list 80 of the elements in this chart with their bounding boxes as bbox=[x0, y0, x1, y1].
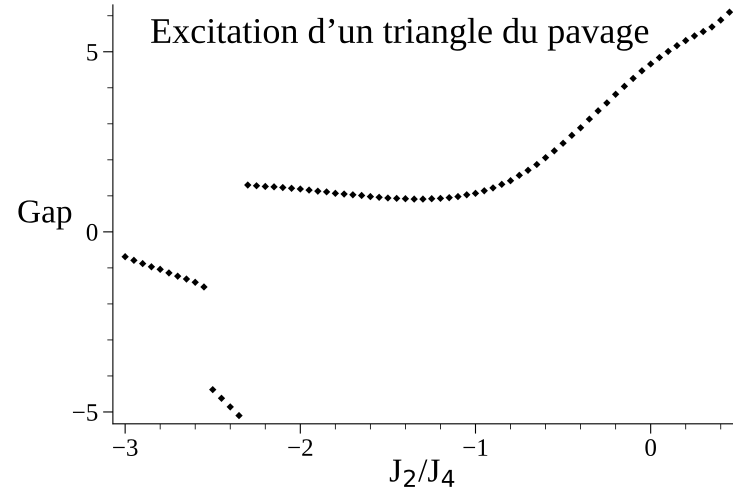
point bbox=[410, 195, 418, 203]
point bbox=[314, 187, 322, 195]
point bbox=[603, 99, 611, 107]
point bbox=[332, 190, 340, 197]
point bbox=[463, 191, 470, 198]
point bbox=[148, 263, 156, 270]
point bbox=[498, 180, 506, 188]
point bbox=[533, 160, 540, 168]
point bbox=[542, 154, 550, 162]
point bbox=[717, 16, 724, 24]
point bbox=[638, 67, 646, 75]
point bbox=[454, 192, 462, 200]
point bbox=[165, 269, 173, 277]
point bbox=[375, 194, 383, 201]
point bbox=[682, 36, 690, 44]
point bbox=[156, 266, 164, 273]
point bbox=[270, 183, 278, 191]
point bbox=[646, 60, 654, 68]
y-axis-title: Gap bbox=[18, 200, 72, 230]
point bbox=[726, 8, 733, 16]
x-tick-label: −3 bbox=[113, 439, 138, 456]
point bbox=[192, 278, 199, 286]
point bbox=[322, 188, 330, 196]
point bbox=[218, 394, 226, 402]
point bbox=[226, 403, 234, 411]
x-tick-label: 0 bbox=[645, 439, 656, 456]
point bbox=[516, 172, 523, 179]
point bbox=[402, 195, 410, 202]
point bbox=[130, 256, 138, 264]
point bbox=[700, 28, 707, 36]
point bbox=[174, 272, 182, 280]
point bbox=[262, 182, 269, 190]
point bbox=[708, 23, 716, 31]
point bbox=[305, 186, 313, 194]
x-tick-label: −1 bbox=[463, 439, 488, 456]
point bbox=[472, 190, 480, 197]
point bbox=[384, 194, 392, 202]
y-tick-label: 0 bbox=[86, 224, 98, 241]
point bbox=[489, 184, 497, 192]
point bbox=[524, 166, 532, 174]
x-axis-title: J$_{2}$/J$_{4}$ bbox=[390, 459, 454, 487]
point bbox=[428, 195, 436, 202]
point bbox=[550, 147, 558, 154]
y-tick-label: −5 bbox=[72, 404, 98, 421]
x-tick-label: −2 bbox=[288, 439, 312, 456]
point bbox=[664, 48, 672, 56]
point bbox=[138, 260, 146, 268]
point bbox=[121, 253, 129, 260]
point bbox=[288, 184, 296, 192]
point bbox=[252, 182, 260, 190]
point bbox=[506, 177, 514, 184]
point bbox=[358, 192, 366, 200]
chart-title: Excitation d’un triangle du pavage bbox=[151, 18, 648, 51]
point bbox=[366, 192, 374, 200]
point bbox=[568, 132, 576, 140]
point bbox=[446, 194, 453, 202]
point bbox=[349, 191, 357, 198]
point bbox=[559, 140, 567, 147]
point bbox=[586, 115, 594, 123]
point bbox=[436, 194, 444, 202]
point bbox=[392, 194, 400, 202]
point bbox=[594, 107, 602, 115]
point bbox=[629, 74, 637, 82]
point bbox=[612, 90, 620, 98]
point bbox=[279, 184, 286, 192]
point bbox=[200, 283, 208, 291]
point bbox=[690, 32, 698, 40]
point bbox=[480, 187, 488, 194]
point bbox=[235, 412, 243, 420]
point bbox=[419, 195, 427, 203]
point bbox=[576, 124, 584, 132]
point bbox=[620, 82, 628, 90]
point bbox=[340, 190, 348, 198]
point bbox=[209, 386, 216, 394]
point bbox=[182, 275, 190, 283]
y-tick-label: 5 bbox=[87, 44, 98, 61]
point bbox=[244, 181, 252, 189]
point bbox=[296, 185, 304, 193]
point bbox=[656, 54, 664, 62]
point bbox=[673, 42, 681, 50]
